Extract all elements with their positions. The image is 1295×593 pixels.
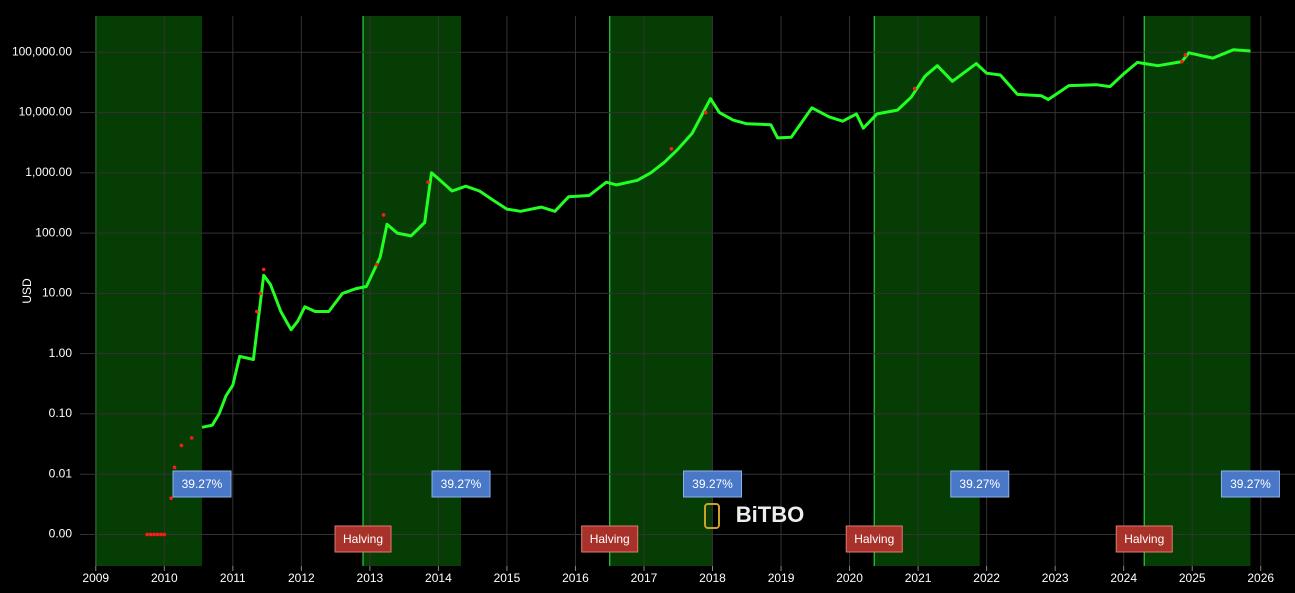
price-point — [162, 532, 167, 537]
price-point — [145, 532, 149, 537]
price-point — [169, 496, 173, 500]
price-line — [201, 48, 1251, 429]
x-tick-label: 2024 — [1110, 571, 1137, 585]
watermark-logo — [704, 503, 720, 529]
price-point — [374, 262, 379, 267]
price-point — [179, 443, 184, 448]
labels: 0.00 0.01 0.10 1.00 10.00 100.00 1,000.00 10,00… — [12, 44, 1280, 585]
x-tick-label: 2022 — [973, 571, 1000, 585]
y-tick-label: 1.00 — [49, 346, 73, 360]
region-label: 39.27% — [441, 477, 482, 491]
price-point — [703, 110, 708, 115]
halving-label: Halving — [854, 532, 894, 546]
price-point — [159, 532, 163, 537]
y-tick-label: 0.01 — [49, 466, 73, 480]
x-tick-label: 2020 — [836, 571, 863, 585]
y-tick-label: 10,000.00 — [19, 105, 73, 119]
x-tick-label: 2014 — [425, 571, 452, 585]
y-tick-label: 100.00 — [35, 225, 72, 239]
price-point — [426, 180, 430, 184]
region-label: 39.27% — [1230, 477, 1271, 491]
x-tick-label: 2021 — [905, 571, 932, 585]
x-tick-label: 2026 — [1247, 571, 1274, 585]
region-label-box — [172, 470, 232, 498]
price-point — [1183, 53, 1188, 57]
x-tick-label: 2013 — [357, 571, 384, 585]
region-label-box — [431, 470, 491, 498]
x-tick-label: 2025 — [1179, 571, 1206, 585]
price-point — [261, 267, 266, 272]
price-point — [189, 436, 194, 440]
x-tick-label: 2015 — [494, 571, 521, 585]
price-point — [381, 213, 386, 217]
price-point — [912, 86, 917, 91]
x-tick-label: 2010 — [151, 571, 178, 585]
price-point — [669, 147, 674, 151]
x-tick-label: 2016 — [562, 571, 589, 585]
price-point — [148, 532, 153, 537]
halving-label: Halving — [1124, 532, 1164, 546]
halving-box — [581, 525, 639, 553]
x-tick-label: 2017 — [631, 571, 658, 585]
price-point — [258, 291, 263, 296]
y-tick-label: 1,000.00 — [25, 165, 72, 179]
region-label-box — [1220, 470, 1280, 498]
halving-label: Halving — [590, 532, 630, 546]
x-tick-label: 2011 — [220, 571, 246, 585]
x-tick-label: 2012 — [288, 571, 315, 585]
region-label: 39.27% — [959, 477, 1000, 491]
halving-label: Halving — [343, 532, 383, 546]
x-tick-label: 2009 — [82, 571, 109, 585]
region-label: 39.27% — [182, 477, 223, 491]
halving-box — [845, 525, 903, 553]
price-point — [172, 465, 177, 470]
region-label-box — [950, 470, 1010, 498]
x-tick-label: 2019 — [768, 571, 795, 585]
price-point — [155, 532, 160, 537]
region-label: 39.27% — [692, 477, 733, 491]
price-point — [152, 532, 156, 537]
x-tick-label: 2018 — [699, 571, 726, 585]
y-axis-label: USD — [20, 278, 34, 304]
y-tick-label: 100,000.00 — [12, 44, 72, 58]
region-label-box — [683, 470, 743, 498]
y-tick-label: 0.10 — [49, 406, 73, 420]
y-tick-label: 0.00 — [49, 527, 73, 541]
marks — [145, 48, 1251, 537]
halving-box — [334, 525, 392, 553]
y-tick-label: 10.00 — [42, 286, 72, 300]
x-tick-label: 2023 — [1042, 571, 1069, 585]
halving-box — [1115, 525, 1173, 553]
price-point — [1180, 59, 1184, 64]
price-point — [255, 309, 259, 314]
watermark: BiTBO — [736, 502, 804, 527]
